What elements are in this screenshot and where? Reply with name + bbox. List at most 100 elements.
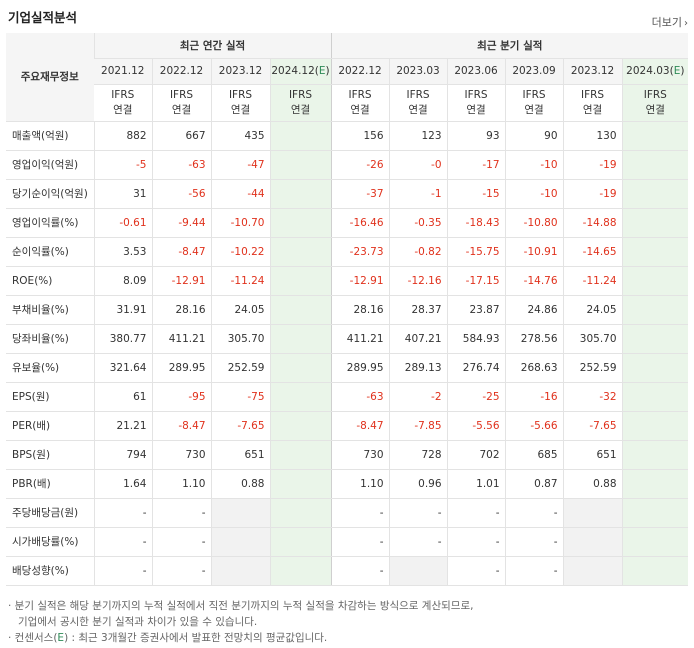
value-cell	[562, 556, 623, 586]
value-cell	[269, 527, 332, 557]
value-cell: 411.21	[151, 324, 211, 354]
value-cell: 794	[93, 440, 152, 470]
value-cell: 730	[330, 440, 390, 470]
ifrs-label: IFRS	[643, 89, 667, 102]
value-cell: 289.95	[151, 353, 211, 383]
value-cell: 28.16	[151, 294, 211, 325]
value-cell: 28.37	[388, 294, 448, 325]
ifrs-label: IFRS	[111, 89, 135, 102]
consolidated-label: 연결	[230, 103, 251, 116]
consolidated-label: 연결	[582, 103, 603, 116]
value-cell: -19	[562, 150, 623, 180]
value-cell: 31	[93, 179, 152, 209]
value-cell: 24.86	[504, 294, 564, 325]
value-cell: -0.82	[388, 237, 448, 267]
row-label: 부채비율(%)	[6, 294, 94, 325]
value-cell	[269, 353, 332, 383]
ifrs-badge: IFRS 연결	[151, 84, 211, 122]
value-cell: -0.61	[93, 207, 152, 238]
value-cell: 321.64	[93, 353, 152, 383]
value-cell: -32	[562, 381, 623, 412]
value-cell: -17.15	[446, 266, 506, 296]
table-row: 영업이익률(%) -0.61 -9.44 -10.70 -16.46 -0.35 -18.4…	[6, 207, 689, 238]
ifrs-badge: IFRS 연결	[269, 84, 332, 122]
value-cell	[269, 411, 332, 441]
value-cell: 8.09	[93, 266, 152, 296]
financial-table: 주요재무정보 최근 연간 실적 최근 분기 실적 2021.12 2022.12 2…	[6, 33, 689, 586]
value-cell	[269, 324, 332, 354]
value-cell: -12.16	[388, 266, 448, 296]
value-cell: -47	[210, 150, 270, 180]
value-cell: -	[151, 556, 211, 586]
value-cell: -12.91	[151, 266, 211, 296]
value-cell	[269, 179, 332, 209]
value-cell: -	[93, 497, 152, 528]
ifrs-label: IFRS	[464, 89, 488, 102]
more-label: 더보기	[651, 16, 682, 29]
value-cell	[621, 556, 689, 586]
value-cell	[621, 411, 689, 441]
row-header: 주요재무정보	[6, 33, 94, 122]
ifrs-badge: IFRS 연결	[388, 84, 448, 122]
value-cell	[562, 527, 623, 557]
row-label: ROE(%)	[6, 266, 94, 296]
value-cell: 61	[93, 381, 152, 412]
value-cell: 23.87	[446, 294, 506, 325]
period-header: 2023.12	[562, 58, 623, 85]
value-cell	[621, 266, 689, 296]
more-link[interactable]: 더보기 ›	[652, 14, 688, 30]
row-label: PBR(배)	[6, 469, 94, 499]
value-cell: 28.16	[330, 294, 390, 325]
value-cell	[269, 120, 332, 151]
ifrs-badge: IFRS 연결	[562, 84, 623, 122]
value-cell: 130	[562, 120, 623, 151]
value-cell: -10	[504, 179, 564, 209]
footnotes: · 분기 실적은 해당 분기까지의 누적 실적에서 직전 분기까지의 누적 실적…	[8, 598, 473, 646]
value-cell: -0	[388, 150, 448, 180]
annual-group-header: 최근 연간 실적	[93, 33, 332, 59]
consolidated-label: 연결	[408, 103, 428, 116]
value-cell: -8.47	[151, 237, 211, 267]
value-cell: 435	[210, 120, 270, 151]
period-header: 2024.12(E)	[269, 58, 332, 85]
value-cell: 380.77	[93, 324, 152, 354]
value-cell: 289.13	[388, 353, 448, 383]
ifrs-label: IFRS	[228, 89, 253, 102]
value-cell: 685	[504, 440, 564, 470]
value-cell: -	[504, 527, 564, 557]
table-row: 주당배당금(원) - - - - - -	[6, 497, 689, 528]
period-header: 2022.12	[151, 58, 211, 85]
value-cell: -14.65	[562, 237, 623, 267]
ifrs-label: IFRS	[288, 89, 313, 102]
period-header: 2023.03	[388, 58, 448, 85]
value-cell: -10.91	[504, 237, 564, 267]
value-cell: 651	[210, 440, 270, 470]
table-row: 당좌비율(%) 380.77 411.21 305.70 411.21 407.21 584…	[6, 324, 689, 354]
value-cell: -19	[562, 179, 623, 209]
value-cell: -	[504, 497, 564, 528]
value-cell: 252.59	[210, 353, 270, 383]
table-row: PER(배) 21.21 -8.47 -7.65 -8.47 -7.85 -5.56 -5.6…	[6, 411, 689, 441]
value-cell: -	[446, 556, 506, 586]
period-header: 2024.03(E)	[621, 58, 689, 85]
value-cell	[621, 527, 689, 557]
value-cell: 90	[504, 120, 564, 151]
value-cell: 667	[151, 120, 211, 151]
consolidated-label: 연결	[350, 103, 370, 116]
value-cell	[621, 237, 689, 267]
value-cell: 123	[388, 120, 448, 151]
value-cell: -18.43	[446, 207, 506, 238]
value-cell	[210, 556, 270, 586]
value-cell	[621, 120, 689, 151]
table-row: 순이익률(%) 3.53 -8.47 -10.22 -23.73 -0.82 -15.75-…	[6, 237, 689, 267]
value-cell	[621, 179, 689, 209]
value-cell: -75	[210, 381, 270, 412]
consolidated-label: 연결	[290, 103, 311, 116]
value-cell	[269, 497, 332, 528]
value-cell: 289.95	[330, 353, 390, 383]
value-cell: -10.22	[210, 237, 270, 267]
row-label: 당기순이익(억원)	[6, 179, 94, 209]
value-cell	[269, 266, 332, 296]
value-cell	[562, 497, 623, 528]
table-row: 매출액(억원) 882 667 435 156 123 93 90 130	[6, 120, 689, 151]
